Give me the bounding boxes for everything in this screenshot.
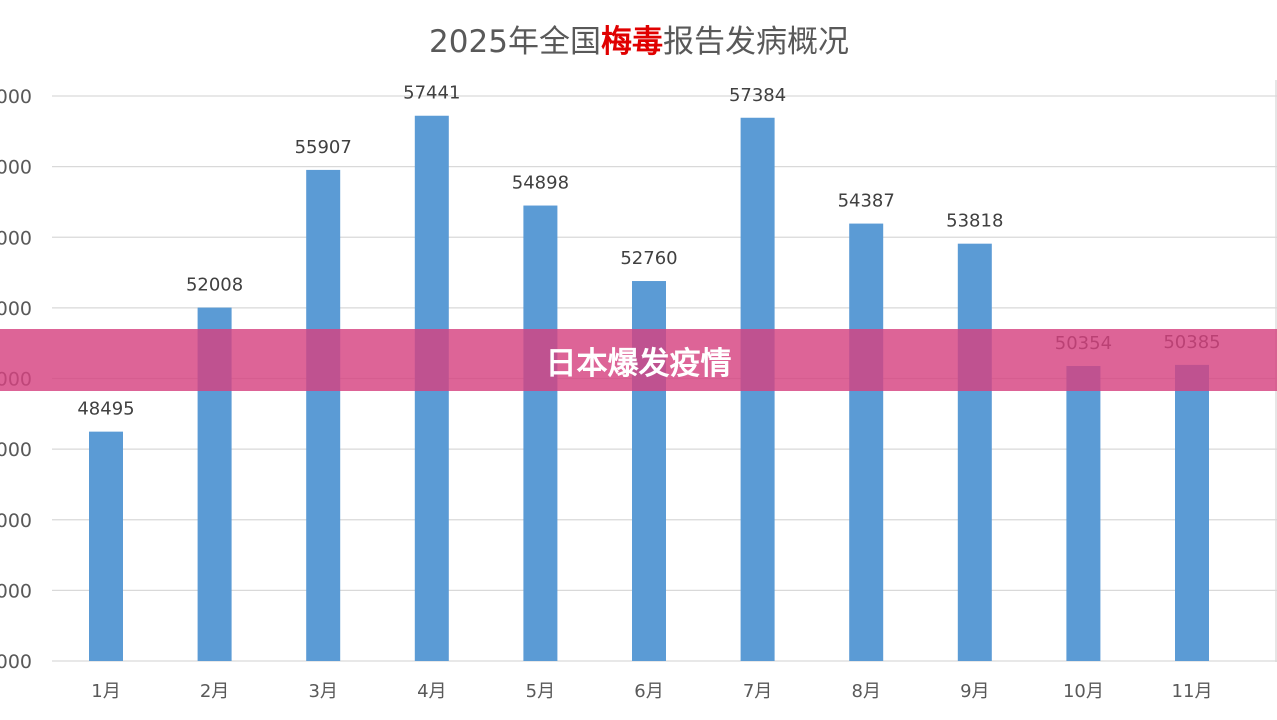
bar-10月 <box>1066 365 1101 661</box>
y-tick-label-5: 000 <box>0 298 32 320</box>
data-label-1月: 48495 <box>77 399 134 420</box>
y-tick-label-3: 000 <box>0 439 32 461</box>
data-label-7月: 57384 <box>729 85 786 106</box>
bar-8月 <box>849 223 884 662</box>
y-tick-label-7: 000 <box>0 157 32 179</box>
chart-title-part-3: 报告发病概况 <box>663 24 849 60</box>
x-tick-label-5月: 5月 <box>526 681 555 702</box>
x-tick-label-9月: 9月 <box>960 681 989 702</box>
data-label-5月: 54898 <box>512 173 569 194</box>
data-label-8月: 54387 <box>838 191 895 212</box>
bar-3月 <box>306 169 341 661</box>
data-label-4月: 57441 <box>403 83 460 104</box>
y-tick-label-6: 000 <box>0 227 32 249</box>
y-tick-label-8: 000 <box>0 86 32 108</box>
y-tick-label-0: 000 <box>0 651 32 673</box>
bars <box>89 115 1209 662</box>
chart-title-highlight: 梅毒 <box>601 24 663 60</box>
overlay-banner: 日本爆发疫情 <box>0 329 1277 391</box>
x-tick-label-3月: 3月 <box>308 681 337 702</box>
x-tick-label-8月: 8月 <box>851 681 880 702</box>
y-tick-label-2: 000 <box>0 510 32 532</box>
x-tick-label-7月: 7月 <box>743 681 772 702</box>
bar-9月 <box>957 243 992 661</box>
banner-text: 日本爆发疫情 <box>545 345 732 382</box>
data-label-2月: 52008 <box>186 275 243 296</box>
x-tick-label-4月: 4月 <box>417 681 446 702</box>
x-tick-label-10月: 10月 <box>1063 681 1104 702</box>
data-label-3月: 55907 <box>295 137 352 158</box>
data-label-6月: 52760 <box>620 248 677 269</box>
bar-11月 <box>1175 364 1209 661</box>
bar-5月 <box>523 205 558 661</box>
y-tick-label-1: 000 <box>0 580 32 602</box>
x-axis-ticks: 1月 2月 3月 4月 5月 6月 7月 8月 9月 10月 11月 <box>91 681 1212 702</box>
data-label-9月: 53818 <box>946 211 1003 232</box>
bar-1月 <box>89 431 123 661</box>
x-tick-label-1月: 1月 <box>91 681 120 702</box>
x-tick-label-6月: 6月 <box>634 681 663 702</box>
chart-title: 2025年全国梅毒报告发病概况 <box>429 24 849 60</box>
chart-title-part-1: 2025年全国 <box>429 24 601 60</box>
x-tick-label-2月: 2月 <box>200 681 229 702</box>
x-tick-label-11月: 11月 <box>1172 681 1213 702</box>
